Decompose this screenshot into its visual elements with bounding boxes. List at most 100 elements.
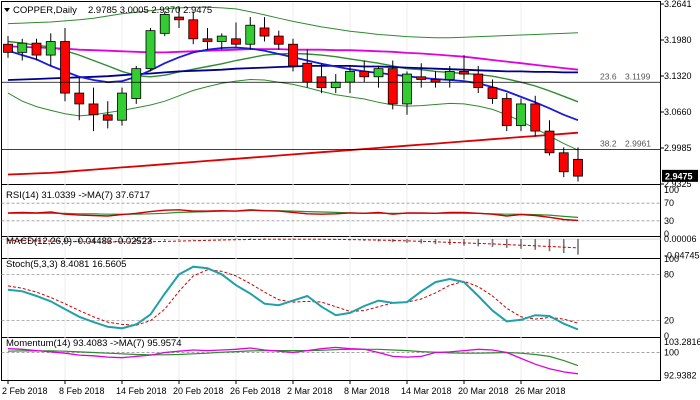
candle-up [216,35,227,42]
candle-down [259,27,270,37]
last-price-value: 2.9475 [665,171,693,181]
stoch-panel: 100 80 20 0 [1,254,679,341]
candle-down [74,92,85,105]
date-tick-label: 8 Mar 2018 [344,386,390,396]
candle-up [17,42,28,53]
candle-up [330,81,341,89]
momentum-ma-line [7,348,579,367]
stoch-d-line [7,269,579,326]
macd-tick-label: 0.00006 [664,234,697,244]
fib-value-38.2: 2.9961 [625,138,651,148]
price-tick-label: 3.0660 [664,107,692,117]
candle-down [430,79,441,83]
stoch-tick-label: 20 [664,316,674,326]
candle-down [60,41,70,94]
price-candles [3,6,583,182]
macd-signal-line [7,238,579,249]
stoch-k-line [7,265,579,331]
candle-down [359,70,370,78]
stoch-tick-label: 80 [664,269,674,279]
candle-down [31,42,42,56]
date-tick-label: 26 Mar 2018 [515,386,566,396]
price-tick-label: 3.2641 [664,0,692,9]
candle-up [159,13,170,34]
candle-down [202,38,213,42]
candle-up [145,30,156,70]
candle-down [473,73,484,89]
fib-value-23.6: 3.1199 [625,71,651,81]
candle-down [530,103,541,132]
date-tick-label: 14 Mar 2018 [401,386,452,396]
bb_lower-line [7,78,579,151]
date-tick-label: 26 Feb 2018 [230,386,281,396]
stoch-tick-label: 0 [664,331,669,341]
candle-down [273,35,284,45]
rsi-tick-label: 0 [664,229,669,239]
rsi-label: RSI(14) 31.0339 ->MA(7) 37.6717 [6,190,150,201]
candle-down [188,19,199,40]
candle-down [544,130,555,154]
candle-up [45,41,56,56]
candle-down [487,87,498,99]
price-tick-label: 2.9325 [664,179,692,189]
macd-panel: 0.00006 -0.04745 [1,234,700,261]
candle-up [117,92,127,121]
candle-up [373,68,384,78]
date-tick-label: 14 Feb 2018 [116,386,167,396]
candle-down [231,38,241,45]
rsi-line [7,209,579,222]
dropdown-arrow-icon[interactable] [4,8,10,12]
momentum-tick-label: 92.9382 [664,370,697,380]
momentum-tick-label: 103.2816 [664,337,700,347]
candle-down [387,68,398,105]
rsi-tick-label: 30 [664,216,674,226]
momentum-tick-label: 100 [664,348,679,358]
candle-up [345,70,355,83]
price-axis: 3.2641 3.1980 3.1320 3.0660 2.9985 2.93252.94… [661,0,698,189]
candle-down [459,70,469,75]
last-price-tag [662,169,698,182]
candle-down [558,152,569,173]
macd-tick-label: -0.04745 [664,251,700,261]
candle-down [416,76,427,80]
candle-down [501,98,512,127]
chart-header: COPPER,Daily 2.9785 3.0005 2.9370 2.9475 [4,5,212,16]
fib-ratio-38.2: 38.2 [600,138,617,148]
date-tick-label: 2 Feb 2018 [2,386,48,396]
ohlc-values: 2.9785 3.0005 2.9370 2.9475 [88,5,212,16]
ma_red-line [7,131,579,176]
panel-separators [1,184,661,338]
candle-down [573,158,583,177]
price-tick-label: 3.1320 [664,71,692,81]
symbol-label: COPPER,Daily [13,5,77,16]
candle-down [88,103,99,116]
price-tick-label: 3.1980 [664,35,692,45]
date-tick-label: 8 Feb 2018 [59,386,105,396]
price-tick-label: 2.9985 [664,143,692,153]
candle-down [102,114,113,121]
candle-down [174,16,184,21]
date-axis: 2 Feb 2018 8 Feb 2018 14 Feb 2018 20 Feb 20… [2,380,566,396]
candle-down [302,62,313,83]
date-tick-label: 2 Mar 2018 [287,386,333,396]
momentum-line [7,346,579,375]
date-tick-label: 20 Feb 2018 [173,386,224,396]
candle-up [245,24,256,45]
momentum-label: Momentum(14) 93.4083 ->MA(7) 95.9574 [6,338,182,349]
candle-up [402,73,412,105]
rsi-tick-label: 100 [664,185,679,195]
candle-up [516,103,526,127]
macd-label: MACD(12,26,9) -0.04483 -0.02523 [6,236,152,247]
stoch-tick-label: 100 [664,254,679,264]
rsi-tick-label: 70 [664,198,674,208]
candle-up [444,70,455,80]
fib-ratio-23.6: 23.6 [600,71,617,81]
stoch-label: Stoch(5,3,3) 8.4081 16.5605 [6,259,126,270]
date-tick-label: 20 Mar 2018 [458,386,509,396]
bb_upper-line [7,6,579,39]
candle-down [288,43,298,67]
candle-up [131,68,142,99]
fib-levels: 23.6 3.1199 38.2 2.9961 [1,71,661,150]
